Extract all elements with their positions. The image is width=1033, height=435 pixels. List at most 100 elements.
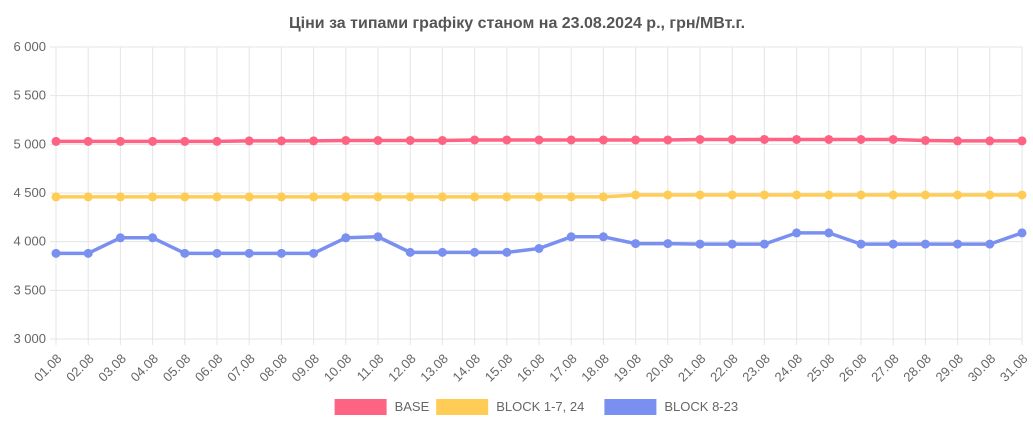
data-point[interactable] xyxy=(856,239,866,249)
data-point[interactable] xyxy=(920,239,930,249)
data-point[interactable] xyxy=(695,134,705,144)
data-point[interactable] xyxy=(437,135,447,145)
data-point[interactable] xyxy=(598,232,608,242)
data-point[interactable] xyxy=(341,192,351,202)
x-tick-label: 17.08 xyxy=(546,351,580,385)
x-tick-label: 05.08 xyxy=(160,351,194,385)
data-point[interactable] xyxy=(953,239,963,249)
data-point[interactable] xyxy=(244,192,254,202)
data-point[interactable] xyxy=(534,192,544,202)
data-point[interactable] xyxy=(276,136,286,146)
data-point[interactable] xyxy=(115,192,125,202)
data-point[interactable] xyxy=(598,135,608,145)
data-point[interactable] xyxy=(341,233,351,243)
data-point[interactable] xyxy=(985,136,995,146)
data-point[interactable] xyxy=(953,190,963,200)
legend-label: BASE xyxy=(395,399,430,414)
data-point[interactable] xyxy=(309,136,319,146)
data-point[interactable] xyxy=(1017,228,1027,238)
data-point[interactable] xyxy=(534,243,544,253)
data-point[interactable] xyxy=(148,136,158,146)
data-point[interactable] xyxy=(920,135,930,145)
data-point[interactable] xyxy=(824,134,834,144)
data-point[interactable] xyxy=(405,192,415,202)
data-point[interactable] xyxy=(212,248,222,258)
data-point[interactable] xyxy=(727,134,737,144)
data-point[interactable] xyxy=(405,135,415,145)
data-point[interactable] xyxy=(534,135,544,145)
data-point[interactable] xyxy=(566,232,576,242)
data-point[interactable] xyxy=(276,192,286,202)
data-point[interactable] xyxy=(405,247,415,257)
data-point[interactable] xyxy=(566,135,576,145)
data-point[interactable] xyxy=(309,192,319,202)
data-point[interactable] xyxy=(792,134,802,144)
data-point[interactable] xyxy=(631,239,641,249)
legend-item[interactable]: BASE xyxy=(334,399,430,415)
data-point[interactable] xyxy=(51,192,61,202)
data-point[interactable] xyxy=(437,247,447,257)
data-point[interactable] xyxy=(792,190,802,200)
data-point[interactable] xyxy=(437,192,447,202)
data-point[interactable] xyxy=(598,192,608,202)
data-point[interactable] xyxy=(148,192,158,202)
data-point[interactable] xyxy=(244,136,254,146)
data-point[interactable] xyxy=(663,135,673,145)
data-point[interactable] xyxy=(1017,190,1027,200)
data-point[interactable] xyxy=(953,136,963,146)
data-point[interactable] xyxy=(341,135,351,145)
data-point[interactable] xyxy=(985,190,995,200)
data-point[interactable] xyxy=(888,190,898,200)
legend-item[interactable]: BLOCK 8-23 xyxy=(604,399,738,415)
data-point[interactable] xyxy=(212,192,222,202)
data-point[interactable] xyxy=(663,239,673,249)
data-point[interactable] xyxy=(502,135,512,145)
data-point[interactable] xyxy=(470,192,480,202)
data-point[interactable] xyxy=(824,228,834,238)
data-point[interactable] xyxy=(856,134,866,144)
data-point[interactable] xyxy=(888,239,898,249)
data-point[interactable] xyxy=(759,134,769,144)
data-point[interactable] xyxy=(309,248,319,258)
data-point[interactable] xyxy=(51,136,61,146)
data-point[interactable] xyxy=(631,135,641,145)
data-point[interactable] xyxy=(695,239,705,249)
data-point[interactable] xyxy=(759,190,769,200)
legend-item[interactable]: BLOCK 1-7, 24 xyxy=(436,399,584,415)
data-point[interactable] xyxy=(276,248,286,258)
data-point[interactable] xyxy=(1017,136,1027,146)
data-point[interactable] xyxy=(727,239,737,249)
data-point[interactable] xyxy=(373,135,383,145)
data-point[interactable] xyxy=(244,248,254,258)
data-point[interactable] xyxy=(212,136,222,146)
x-tick-label: 11.08 xyxy=(354,351,387,384)
data-point[interactable] xyxy=(373,232,383,242)
data-point[interactable] xyxy=(856,190,866,200)
data-point[interactable] xyxy=(115,233,125,243)
data-point[interactable] xyxy=(470,247,480,257)
data-point[interactable] xyxy=(727,190,737,200)
data-point[interactable] xyxy=(920,190,930,200)
data-point[interactable] xyxy=(663,190,673,200)
data-point[interactable] xyxy=(180,248,190,258)
data-point[interactable] xyxy=(83,136,93,146)
data-point[interactable] xyxy=(115,136,125,146)
data-point[interactable] xyxy=(51,248,61,258)
data-point[interactable] xyxy=(502,247,512,257)
data-point[interactable] xyxy=(180,136,190,146)
data-point[interactable] xyxy=(148,233,158,243)
data-point[interactable] xyxy=(792,228,802,238)
data-point[interactable] xyxy=(83,248,93,258)
data-point[interactable] xyxy=(888,134,898,144)
data-point[interactable] xyxy=(631,190,641,200)
data-point[interactable] xyxy=(566,192,576,202)
data-point[interactable] xyxy=(759,239,769,249)
data-point[interactable] xyxy=(502,192,512,202)
data-point[interactable] xyxy=(695,190,705,200)
data-point[interactable] xyxy=(373,192,383,202)
data-point[interactable] xyxy=(824,190,834,200)
data-point[interactable] xyxy=(180,192,190,202)
data-point[interactable] xyxy=(470,135,480,145)
data-point[interactable] xyxy=(985,239,995,249)
data-point[interactable] xyxy=(83,192,93,202)
